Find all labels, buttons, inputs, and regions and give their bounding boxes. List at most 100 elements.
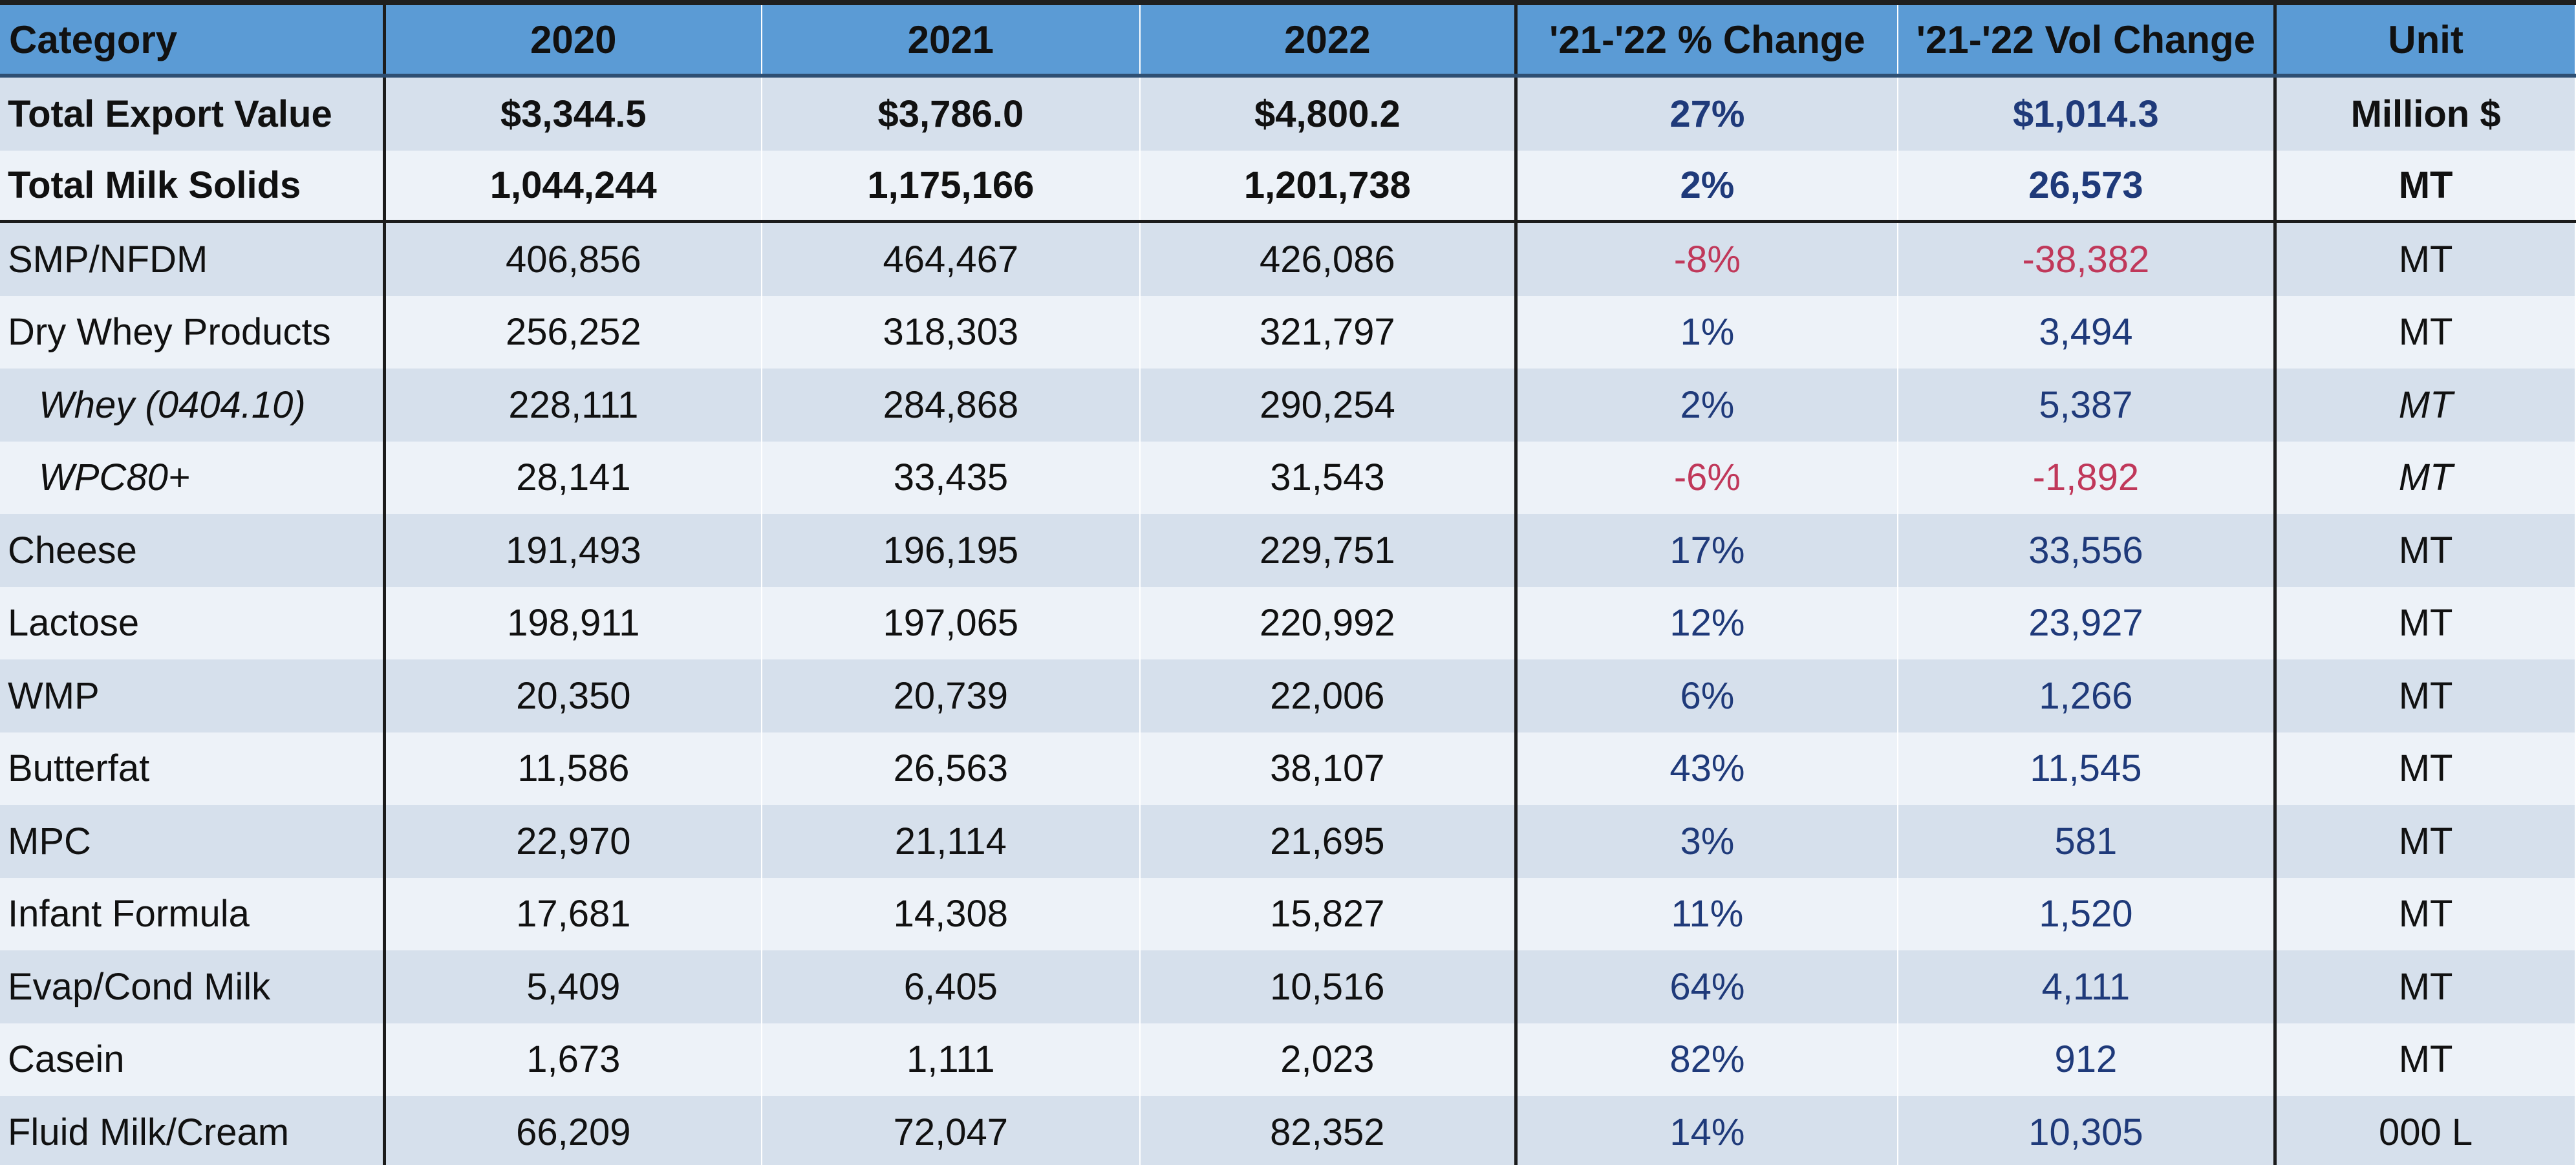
row-category: Total Milk Solids (0, 150, 386, 220)
table-row: Total Milk Solids 1,044,244 1,175,166 1,201… (0, 150, 2576, 223)
table-row: SMP/NFDM 406,856 464,467 426,086 -8% -38,382 M… (0, 223, 2576, 296)
value-2021: 21,114 (762, 805, 1141, 878)
vol-change: -1,892 (1898, 441, 2277, 514)
pct-change: 43% (1518, 732, 1898, 805)
value-2022: 321,797 (1141, 295, 1518, 369)
value-2020: 28,141 (386, 441, 763, 514)
value-2022: 229,751 (1141, 514, 1518, 587)
vol-change: 11,545 (1898, 732, 2277, 805)
value-2020: 17,681 (386, 877, 763, 950)
unit: MT (2277, 369, 2576, 442)
table-row: Whey (0404.10) 228,111 284,868 290,254 2% 5,3… (0, 369, 2576, 442)
value-2022: 31,543 (1141, 441, 1518, 514)
pct-change: 14% (1518, 1096, 1898, 1165)
row-category: Whey (0404.10) (0, 369, 386, 442)
header-2022: 2022 (1141, 5, 1518, 74)
vol-change: 10,305 (1898, 1096, 2277, 1165)
unit: MT (2277, 950, 2576, 1023)
row-category: Infant Formula (0, 877, 386, 950)
row-category: Dry Whey Products (0, 295, 386, 369)
pct-change: 2% (1518, 150, 1898, 220)
unit: 000 L (2277, 1096, 2576, 1165)
vol-change: 581 (1898, 805, 2277, 878)
value-2022: 21,695 (1141, 805, 1518, 878)
header-pct-change: '21-'22 % Change (1518, 5, 1898, 74)
row-category: Casein (0, 1023, 386, 1096)
row-category: Cheese (0, 514, 386, 587)
value-2020: 20,350 (386, 659, 763, 732)
pct-change: 11% (1518, 877, 1898, 950)
value-2020: 191,493 (386, 514, 763, 587)
table-row: WPC80+ 28,141 33,435 31,543 -6% -1,892 MT (0, 441, 2576, 514)
value-2021: 6,405 (762, 950, 1141, 1023)
unit: MT (2277, 441, 2576, 514)
table-row: MPC 22,970 21,114 21,695 3% 581 MT (0, 805, 2576, 878)
value-2022: 82,352 (1141, 1096, 1518, 1165)
vol-change: 5,387 (1898, 369, 2277, 442)
row-category: WMP (0, 659, 386, 732)
value-2021: 72,047 (762, 1096, 1141, 1165)
value-2021: 1,111 (762, 1023, 1141, 1096)
header-vol-change: '21-'22 Vol Change (1898, 5, 2277, 74)
table-row: Evap/Cond Milk 5,409 6,405 10,516 64% 4,111 MT (0, 950, 2576, 1023)
vol-change: 1,266 (1898, 659, 2277, 732)
pct-change: 3% (1518, 805, 1898, 878)
pct-change: -8% (1518, 223, 1898, 296)
row-category: Evap/Cond Milk (0, 950, 386, 1023)
value-2020: 5,409 (386, 950, 763, 1023)
table-row: Dry Whey Products 256,252 318,303 321,797 1%… (0, 295, 2576, 369)
unit: MT (2277, 1023, 2576, 1096)
row-category: Total Export Value (0, 78, 386, 151)
table-row: WMP 20,350 20,739 22,006 6% 1,266 MT (0, 659, 2576, 732)
unit: Million $ (2277, 78, 2576, 151)
value-2021: 26,563 (762, 732, 1141, 805)
vol-change: 1,520 (1898, 877, 2277, 950)
value-2021: 196,195 (762, 514, 1141, 587)
row-category: Fluid Milk/Cream (0, 1096, 386, 1165)
value-2020: 228,111 (386, 369, 763, 442)
unit: MT (2277, 659, 2576, 732)
value-2022: 22,006 (1141, 659, 1518, 732)
value-2022: 10,516 (1141, 950, 1518, 1023)
row-category: Butterfat (0, 732, 386, 805)
value-2021: $3,786.0 (762, 78, 1141, 151)
value-2020: 1,044,244 (386, 150, 763, 220)
header-2020: 2020 (386, 5, 763, 74)
table-row: Casein 1,673 1,111 2,023 82% 912 MT (0, 1023, 2576, 1096)
unit: MT (2277, 514, 2576, 587)
value-2022: $4,800.2 (1141, 78, 1518, 151)
table-row: Lactose 198,911 197,065 220,992 12% 23,927 MT (0, 586, 2576, 659)
value-2021: 14,308 (762, 877, 1141, 950)
unit: MT (2277, 805, 2576, 878)
value-2022: 426,086 (1141, 223, 1518, 296)
header-category: Category (0, 5, 386, 74)
value-2021: 284,868 (762, 369, 1141, 442)
vol-change: -38,382 (1898, 223, 2277, 296)
unit: MT (2277, 586, 2576, 659)
value-2020: 1,673 (386, 1023, 763, 1096)
value-2022: 15,827 (1141, 877, 1518, 950)
value-2021: 464,467 (762, 223, 1141, 296)
row-category: MPC (0, 805, 386, 878)
pct-change: 64% (1518, 950, 1898, 1023)
row-category: Lactose (0, 586, 386, 659)
pct-change: 82% (1518, 1023, 1898, 1096)
value-2022: 38,107 (1141, 732, 1518, 805)
value-2021: 33,435 (762, 441, 1141, 514)
pct-change: 17% (1518, 514, 1898, 587)
unit: MT (2277, 150, 2576, 220)
unit: MT (2277, 732, 2576, 805)
pct-change: 27% (1518, 78, 1898, 151)
header-2021: 2021 (762, 5, 1141, 74)
vol-change: 23,927 (1898, 586, 2277, 659)
pct-change: 12% (1518, 586, 1898, 659)
pct-change: 6% (1518, 659, 1898, 732)
row-category: WPC80+ (0, 441, 386, 514)
table-row: Cheese 191,493 196,195 229,751 17% 33,556 MT (0, 514, 2576, 587)
value-2022: 1,201,738 (1141, 150, 1518, 220)
table-row: Butterfat 11,586 26,563 38,107 43% 11,545 MT (0, 732, 2576, 805)
value-2020: 22,970 (386, 805, 763, 878)
value-2020: 406,856 (386, 223, 763, 296)
value-2022: 2,023 (1141, 1023, 1518, 1096)
